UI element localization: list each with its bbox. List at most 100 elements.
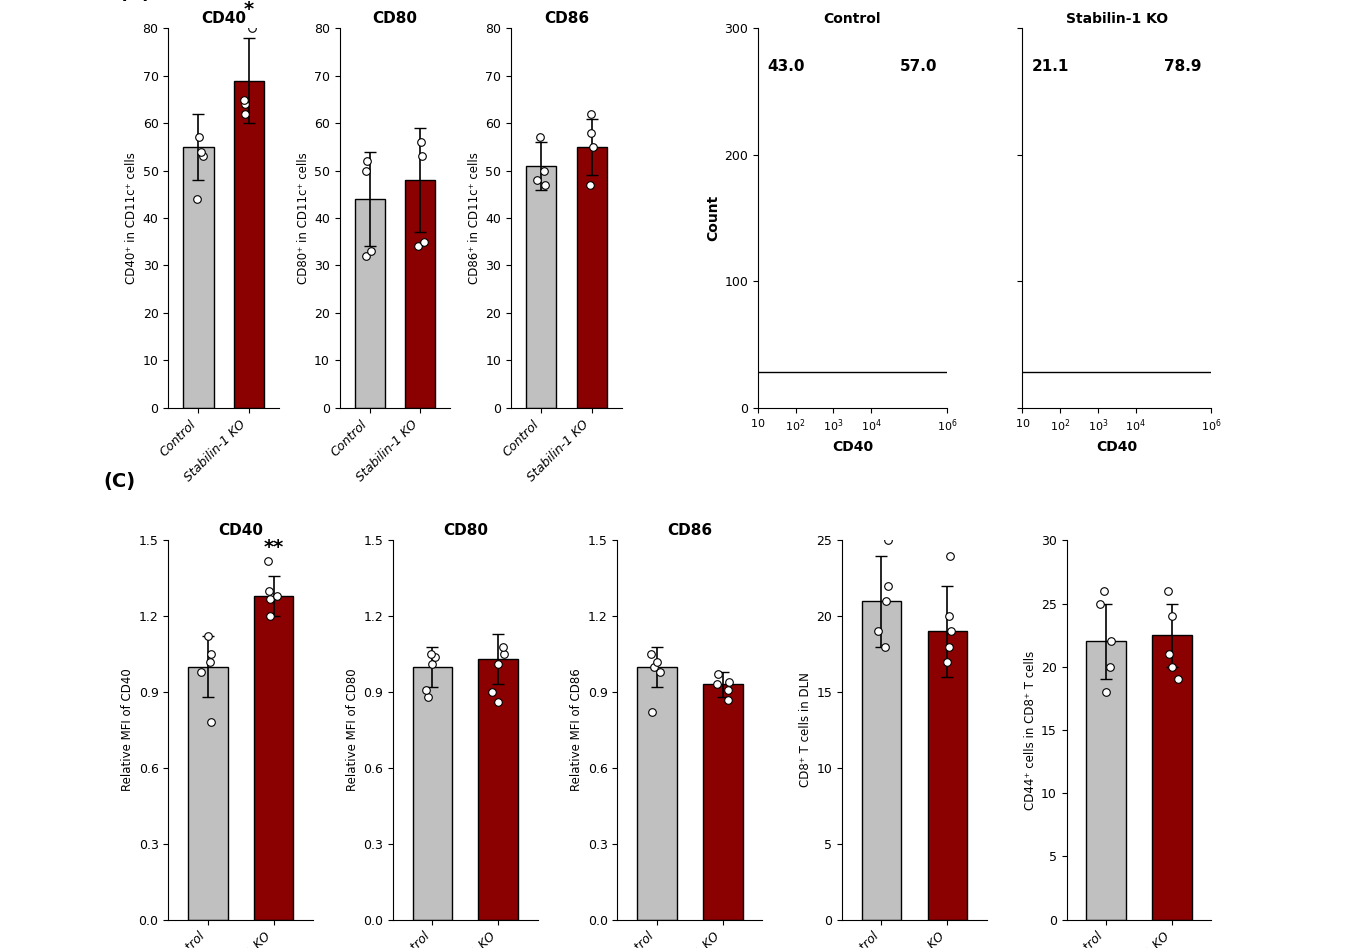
Point (707, 666, 728, 682)
Bar (861, 601, 902, 920)
Point (1098, 659, 1120, 674)
Point (580, 106, 602, 121)
Point (526, 173, 548, 188)
Title: CD80: CD80 (373, 10, 417, 26)
Bar (183, 147, 214, 408)
Point (493, 639, 514, 654)
Point (705, 677, 727, 692)
Y-axis label: CD44⁺ cells in CD8⁺ T cells: CD44⁺ cells in CD8⁺ T cells (1024, 650, 1036, 810)
Bar (234, 81, 264, 408)
Title: CD80: CD80 (443, 522, 487, 538)
Bar (637, 666, 677, 920)
Point (420, 647, 441, 662)
Point (424, 649, 446, 665)
Text: 21.1: 21.1 (1032, 59, 1069, 74)
Point (355, 163, 377, 178)
Point (493, 647, 514, 662)
Point (1162, 659, 1183, 674)
Point (875, 639, 896, 654)
Point (197, 629, 218, 644)
Point (199, 654, 221, 669)
Point (191, 665, 213, 680)
Point (234, 97, 256, 112)
Y-axis label: CD80⁺ in CD11c⁺ cells: CD80⁺ in CD11c⁺ cells (297, 153, 310, 283)
Title: Control: Control (824, 12, 882, 26)
Point (421, 657, 443, 672)
Point (201, 715, 222, 730)
Point (415, 682, 436, 697)
Point (717, 692, 739, 707)
Point (417, 689, 439, 704)
Bar (1152, 635, 1191, 920)
Point (242, 21, 264, 36)
Point (643, 659, 665, 674)
Point (260, 609, 281, 624)
Y-axis label: CD86⁺ in CD11c⁺ cells: CD86⁺ in CD11c⁺ cells (468, 152, 482, 284)
Text: (C): (C) (104, 472, 135, 491)
Point (355, 248, 377, 264)
Point (409, 135, 431, 150)
Point (533, 163, 555, 178)
Bar (1086, 642, 1125, 920)
X-axis label: CD40: CD40 (832, 440, 874, 453)
Y-axis label: Relative MFI of CD86: Relative MFI of CD86 (571, 668, 584, 792)
Point (1159, 647, 1180, 662)
Point (233, 92, 254, 107)
Bar (254, 596, 293, 920)
Point (867, 624, 888, 639)
Point (190, 144, 211, 159)
Point (717, 674, 739, 689)
Point (938, 639, 960, 654)
Point (878, 533, 899, 548)
Bar (478, 659, 518, 920)
Point (267, 589, 288, 604)
Point (639, 647, 661, 662)
Point (642, 704, 664, 720)
Point (1089, 596, 1110, 611)
Text: (A): (A) (118, 0, 151, 2)
Point (186, 191, 207, 207)
Point (408, 239, 429, 254)
Point (487, 657, 509, 672)
Point (534, 177, 556, 192)
Point (876, 578, 898, 593)
Point (234, 106, 256, 121)
Title: CD86: CD86 (668, 522, 712, 538)
Point (258, 591, 280, 606)
Point (580, 125, 602, 140)
Text: 78.9: 78.9 (1164, 59, 1202, 74)
Point (717, 682, 739, 697)
Point (201, 647, 222, 662)
Point (1096, 684, 1117, 700)
Point (192, 149, 214, 164)
Point (875, 593, 896, 609)
Point (940, 624, 961, 639)
Y-axis label: CD8⁺ T cells in DLN: CD8⁺ T cells in DLN (800, 672, 812, 788)
Point (487, 695, 509, 710)
Bar (576, 147, 607, 408)
Point (940, 548, 961, 563)
Point (579, 177, 600, 192)
Bar (526, 166, 556, 408)
Title: CD40: CD40 (218, 522, 264, 538)
Bar (703, 684, 743, 920)
Text: 43.0: 43.0 (767, 59, 805, 74)
Y-axis label: Count: Count (707, 195, 720, 241)
Point (649, 665, 670, 680)
Point (1158, 583, 1179, 598)
Y-axis label: Relative MFI of CD40: Relative MFI of CD40 (121, 668, 135, 792)
Title: CD40: CD40 (201, 10, 246, 26)
Bar (413, 666, 452, 920)
Y-axis label: CD40⁺ in CD11c⁺ cells: CD40⁺ in CD11c⁺ cells (125, 152, 139, 284)
Point (257, 553, 279, 568)
Point (1167, 672, 1189, 687)
Title: Stabilin-1 KO: Stabilin-1 KO (1066, 12, 1168, 26)
Point (258, 583, 280, 598)
Point (188, 130, 210, 145)
Point (646, 654, 668, 669)
Bar (927, 631, 966, 920)
Text: 57.0: 57.0 (900, 59, 937, 74)
Point (529, 130, 551, 145)
Y-axis label: Relative MFI of CD80: Relative MFI of CD80 (346, 668, 359, 792)
X-axis label: CD40: CD40 (1097, 440, 1137, 453)
